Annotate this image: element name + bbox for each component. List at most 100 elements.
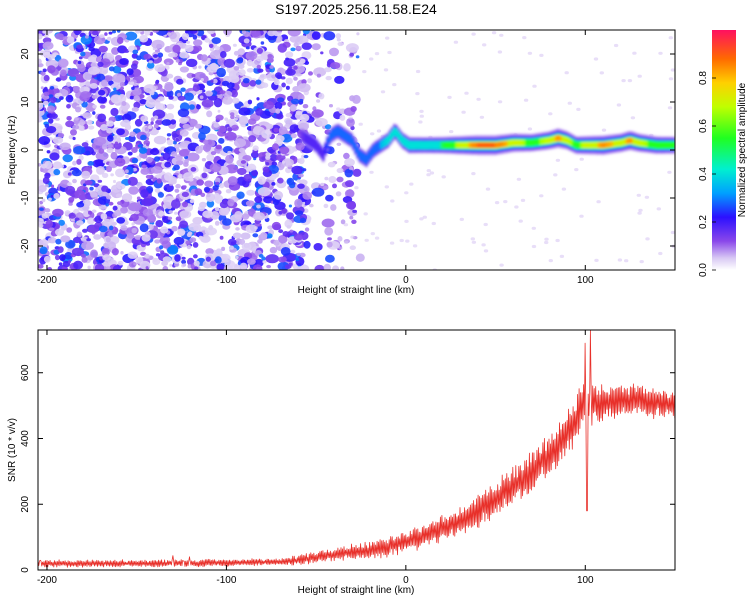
heatmap-noise-cell bbox=[369, 57, 374, 61]
heatmap-noise-cell bbox=[86, 238, 91, 242]
heatmap-ridge-cell-5 bbox=[560, 135, 564, 143]
heatmap-noise-cell bbox=[293, 76, 298, 81]
heatmap-noise-cell bbox=[52, 161, 63, 169]
heatmap-noise-cell bbox=[44, 160, 53, 169]
heatmap-ridge-cell-6 bbox=[472, 142, 476, 148]
heatmap-noise-cell bbox=[44, 208, 51, 213]
heatmap-noise-cell bbox=[302, 191, 313, 200]
heatmap-noise-cell bbox=[311, 43, 321, 51]
heatmap-noise-cell bbox=[364, 238, 369, 242]
heatmap-ridge-cell-5 bbox=[632, 138, 635, 145]
heatmap-ridge-cell-5 bbox=[509, 140, 512, 147]
heatmap-noise-cell bbox=[233, 66, 240, 71]
heatmap-ridge-cell-4 bbox=[453, 141, 457, 149]
heatmap-ridge-cell-1 bbox=[321, 149, 325, 161]
heatmap-noise-cell bbox=[188, 104, 195, 110]
heatmap-noise-cell bbox=[100, 124, 108, 131]
heatmap-noise-cell bbox=[658, 51, 663, 55]
heatmap-noise-cell bbox=[150, 166, 163, 174]
heatmap-noise-cell bbox=[100, 213, 108, 220]
heatmap-noise-cell bbox=[129, 95, 135, 100]
heatmap-noise-cell bbox=[262, 166, 270, 173]
heatmap-noise-cell bbox=[186, 152, 200, 162]
snr-x-tick-label-2: 0 bbox=[403, 575, 409, 586]
heatmap-noise-cell bbox=[85, 35, 89, 39]
heatmap-ridge-cell-6 bbox=[629, 137, 633, 144]
heatmap-noise-cell bbox=[87, 265, 91, 270]
heatmap-noise-cell bbox=[352, 94, 361, 104]
heatmap-noise-cell bbox=[374, 52, 380, 56]
heatmap-ridge-cell-1 bbox=[319, 146, 323, 158]
heatmap-ridge-cell-3 bbox=[382, 139, 385, 148]
heatmap-noise-cell bbox=[481, 243, 486, 247]
snr-y-axis-title: SNR (10 * v/v) bbox=[7, 418, 18, 482]
heatmap-noise-cell bbox=[73, 30, 82, 35]
heatmap-noise-cell bbox=[221, 246, 226, 251]
heatmap-noise-cell bbox=[152, 257, 158, 262]
heatmap-noise-cell bbox=[349, 215, 354, 220]
heatmap-noise-cell bbox=[108, 31, 113, 35]
heatmap-noise-cell bbox=[193, 260, 200, 267]
heatmap-noise-cell bbox=[289, 104, 297, 112]
heatmap-noise-cell bbox=[200, 78, 204, 82]
heatmap-noise-cell bbox=[182, 123, 191, 129]
heatmap-noise-cell bbox=[186, 40, 191, 44]
heatmap-ridge-cell-5 bbox=[644, 140, 648, 147]
heatmap-noise-cell bbox=[265, 162, 270, 166]
heatmap-noise-cell bbox=[112, 265, 121, 270]
heatmap-ridge-cell-4 bbox=[664, 141, 668, 149]
heatmap-ridge-cell-2 bbox=[341, 129, 345, 139]
heatmap-noise-cell bbox=[139, 260, 151, 270]
heatmap-noise-cell bbox=[133, 262, 137, 266]
heatmap-noise-cell bbox=[145, 266, 149, 270]
heatmap-noise-cell bbox=[74, 117, 79, 121]
heatmap-noise-cell bbox=[174, 143, 181, 149]
heatmap-noise-cell bbox=[59, 254, 66, 262]
heatmap-noise-cell bbox=[182, 201, 188, 208]
heatmap-noise-cell bbox=[621, 79, 626, 83]
heatmap-noise-cell bbox=[318, 93, 325, 100]
heatmap-noise-cell bbox=[203, 186, 211, 193]
heatmap-noise-cell bbox=[574, 168, 579, 172]
heatmap-noise-cell bbox=[630, 116, 636, 120]
heatmap-noise-cell bbox=[243, 38, 250, 44]
heatmap-noise-cell bbox=[345, 43, 359, 53]
heatmap-noise-cell bbox=[303, 154, 309, 159]
heatmap-noise-cell bbox=[330, 62, 341, 69]
heatmap-noise-cell bbox=[204, 227, 217, 236]
heatmap-ridge-cell-5 bbox=[593, 142, 596, 149]
heatmap-noise-cell bbox=[42, 41, 54, 50]
heatmap-noise-cell bbox=[238, 147, 246, 153]
heatmap-noise-cell bbox=[116, 36, 124, 45]
heatmap-x-tick-label-2: 0 bbox=[403, 275, 409, 286]
heatmap-y-ticks: -20 -10 0 10 20 bbox=[20, 48, 675, 253]
heatmap-noise-cell bbox=[227, 150, 232, 155]
heatmap-noise-cell bbox=[127, 202, 142, 212]
heatmap-noise-cell bbox=[192, 34, 198, 40]
heatmap-noise-cell bbox=[222, 218, 232, 226]
heatmap-ridge-cell-6 bbox=[601, 142, 605, 148]
heatmap-noise-cell bbox=[289, 124, 300, 133]
heatmap-noise-cell bbox=[307, 78, 312, 84]
heatmap-noise-cell bbox=[499, 263, 504, 267]
heatmap-ridge-cell-6 bbox=[496, 142, 500, 148]
heatmap-noise-cell bbox=[212, 185, 219, 191]
heatmap-y-tick-label-2: 0 bbox=[20, 147, 31, 153]
heatmap-ridge-cell-2 bbox=[352, 138, 355, 149]
heatmap-noise-cell bbox=[238, 64, 245, 69]
heatmap-noise-cell bbox=[215, 181, 220, 185]
heatmap-noise-cell bbox=[247, 258, 256, 265]
heatmap-noise-cell bbox=[150, 121, 154, 125]
heatmap-noise-cell bbox=[127, 251, 138, 259]
heatmap-noise-cell bbox=[115, 55, 122, 61]
heatmap-noise-cell bbox=[181, 256, 186, 260]
heatmap-noise-cell bbox=[527, 127, 533, 131]
heatmap-ridge-cell-4 bbox=[446, 141, 450, 149]
heatmap-noise-cell bbox=[116, 183, 126, 190]
heatmap-noise-cell bbox=[638, 208, 643, 212]
heatmap-noise-cell bbox=[280, 76, 286, 80]
heatmap-noise-cell bbox=[97, 61, 104, 67]
heatmap-noise-cell bbox=[120, 251, 124, 255]
heatmap-ridge-cell-5 bbox=[569, 139, 573, 146]
heatmap-ridge-cell-5 bbox=[623, 138, 627, 145]
